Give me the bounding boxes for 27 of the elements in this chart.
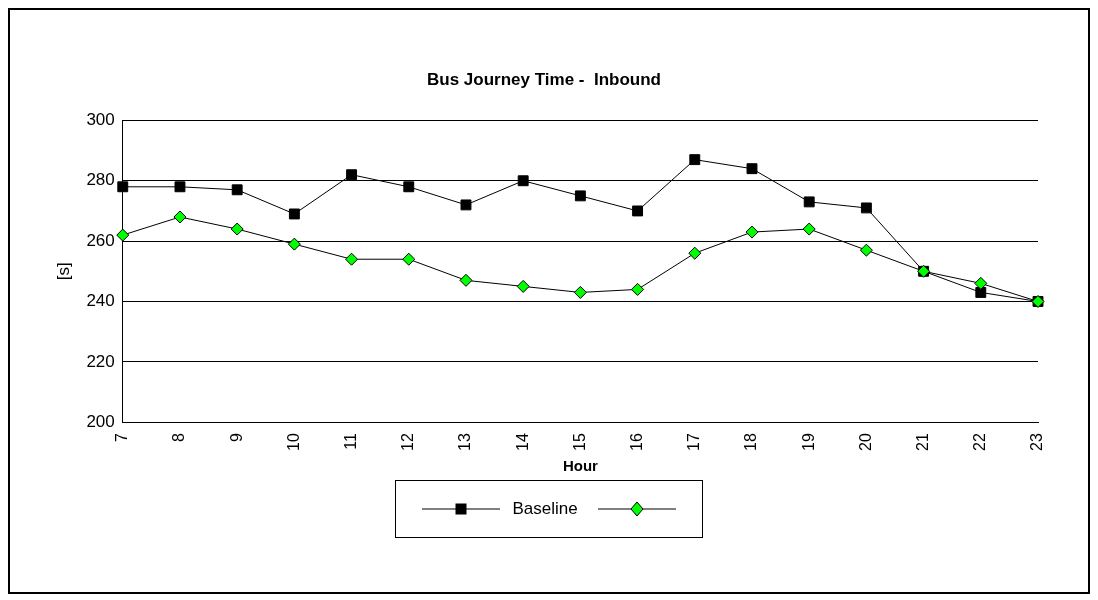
- x-tick-label: 9: [227, 433, 245, 443]
- y-tick-label: 220: [86, 351, 115, 371]
- x-tick-label: 22: [971, 433, 989, 451]
- y-tick-label: 240: [86, 291, 115, 311]
- x-tick-label: 17: [685, 433, 703, 451]
- y-tick-label: 200: [86, 411, 115, 431]
- y-tick-label: 260: [86, 230, 115, 250]
- x-tick-label: 15: [570, 433, 588, 451]
- y-tick-label: 300: [86, 110, 115, 130]
- x-tick-label: 14: [513, 433, 531, 451]
- legend-label: Baseline: [512, 499, 578, 519]
- x-tick-label: 7: [113, 433, 131, 443]
- chart-title: Bus Journey Time - Inbound: [427, 69, 661, 89]
- y-tick-label: 280: [86, 170, 115, 190]
- x-tick-label: 10: [284, 433, 302, 451]
- x-tick-label: 12: [399, 433, 417, 451]
- y-axis-title: [s]: [53, 262, 73, 281]
- x-tick-label: 16: [627, 433, 645, 451]
- x-tick-label: 18: [742, 433, 760, 451]
- x-tick-label: 20: [856, 433, 874, 451]
- x-tick-label: 11: [341, 433, 359, 450]
- x-tick-label: 19: [799, 433, 817, 451]
- x-axis-title: Hour: [562, 457, 599, 475]
- x-tick-label: 13: [456, 433, 474, 451]
- x-tick-label: 8: [170, 433, 188, 443]
- x-tick-label: 21: [914, 433, 931, 451]
- x-tick-label: 23: [1028, 433, 1046, 451]
